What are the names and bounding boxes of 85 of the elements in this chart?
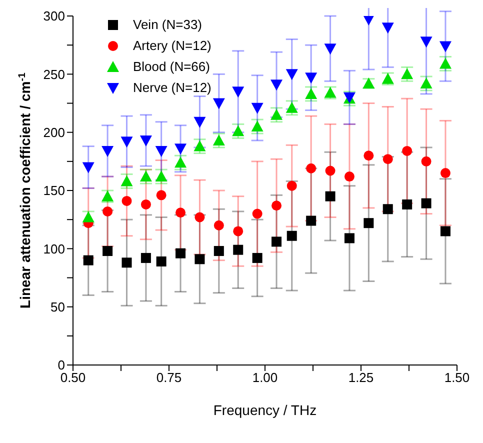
point <box>382 22 394 34</box>
point <box>382 204 393 214</box>
point <box>251 120 264 132</box>
point <box>252 252 262 263</box>
point <box>194 254 205 264</box>
point <box>286 230 297 241</box>
x-tick-label: 1.50 <box>444 370 470 386</box>
point <box>306 163 316 174</box>
point <box>344 233 354 244</box>
point <box>194 140 206 152</box>
point <box>174 156 187 168</box>
point <box>194 116 206 128</box>
point <box>122 196 132 206</box>
legend-label: Blood (N=66) <box>133 59 210 74</box>
point <box>421 156 432 166</box>
point <box>194 212 205 222</box>
point <box>251 102 264 114</box>
point <box>156 256 166 266</box>
point <box>233 244 244 255</box>
point <box>272 236 282 247</box>
x-tick-label: 1.25 <box>348 370 374 386</box>
point <box>252 208 262 219</box>
point <box>176 208 186 218</box>
point <box>122 258 132 268</box>
point <box>402 146 412 156</box>
x-tick-label: 1.00 <box>252 370 278 386</box>
point <box>140 199 151 210</box>
point <box>421 198 432 208</box>
point <box>102 246 113 256</box>
point <box>364 218 374 228</box>
point <box>305 72 318 84</box>
point <box>233 226 244 236</box>
point <box>286 180 297 191</box>
legend-label: Artery (N=12) <box>133 38 212 53</box>
point <box>82 162 94 174</box>
y-tick-label: 250 <box>43 66 65 82</box>
point <box>272 200 282 211</box>
y-tick-label: 150 <box>43 183 65 198</box>
point <box>155 146 168 157</box>
point <box>270 108 283 120</box>
point <box>214 220 224 230</box>
point <box>420 36 432 48</box>
point <box>102 206 113 216</box>
point <box>402 199 412 210</box>
point <box>401 68 414 80</box>
point <box>232 86 244 98</box>
point <box>439 58 452 69</box>
y-tick-label: 50 <box>50 299 65 314</box>
point <box>120 175 133 186</box>
y-tick-label: 200 <box>43 124 65 140</box>
y-tick-label: 300 <box>43 8 65 24</box>
point <box>306 216 316 226</box>
point <box>364 150 374 161</box>
point <box>212 134 225 146</box>
point <box>102 146 114 157</box>
point <box>286 69 298 80</box>
point <box>156 190 166 200</box>
x-axis-title: Frequency / THz <box>213 402 317 418</box>
point <box>440 168 450 178</box>
point <box>140 252 151 263</box>
point <box>270 80 283 91</box>
point <box>120 136 133 148</box>
point <box>83 255 94 266</box>
point <box>140 135 152 146</box>
point <box>174 144 187 155</box>
point <box>439 41 452 52</box>
point <box>176 248 186 258</box>
point <box>214 246 224 256</box>
point <box>440 226 450 236</box>
legend-label: Vein (N=33) <box>133 17 202 32</box>
point <box>305 88 318 99</box>
legend-label: Nerve (N=12) <box>133 80 212 95</box>
point <box>344 172 354 182</box>
point <box>382 154 393 164</box>
y-tick-label: 100 <box>43 241 65 256</box>
point <box>212 98 225 110</box>
point <box>324 44 336 55</box>
point <box>325 191 336 202</box>
point <box>286 102 298 113</box>
y-tick-label: 0 <box>58 358 65 373</box>
point <box>232 125 244 136</box>
x-tick-label: 0.50 <box>60 370 86 386</box>
x-tick-label: 0.75 <box>156 370 182 386</box>
point <box>325 166 336 176</box>
point <box>420 77 432 88</box>
